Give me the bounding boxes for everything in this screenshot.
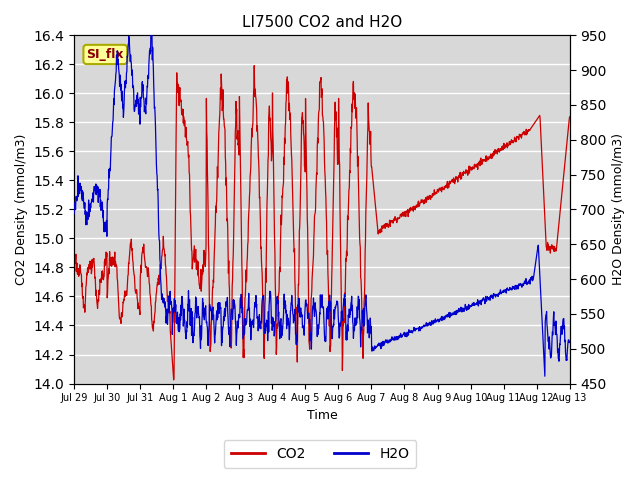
Legend: CO2, H2O: CO2, H2O bbox=[223, 440, 417, 468]
Text: SI_flx: SI_flx bbox=[86, 48, 124, 61]
Title: LI7500 CO2 and H2O: LI7500 CO2 and H2O bbox=[242, 15, 402, 30]
X-axis label: Time: Time bbox=[307, 409, 337, 422]
Y-axis label: CO2 Density (mmol/m3): CO2 Density (mmol/m3) bbox=[15, 134, 28, 285]
Y-axis label: H2O Density (mmol/m3): H2O Density (mmol/m3) bbox=[612, 133, 625, 286]
